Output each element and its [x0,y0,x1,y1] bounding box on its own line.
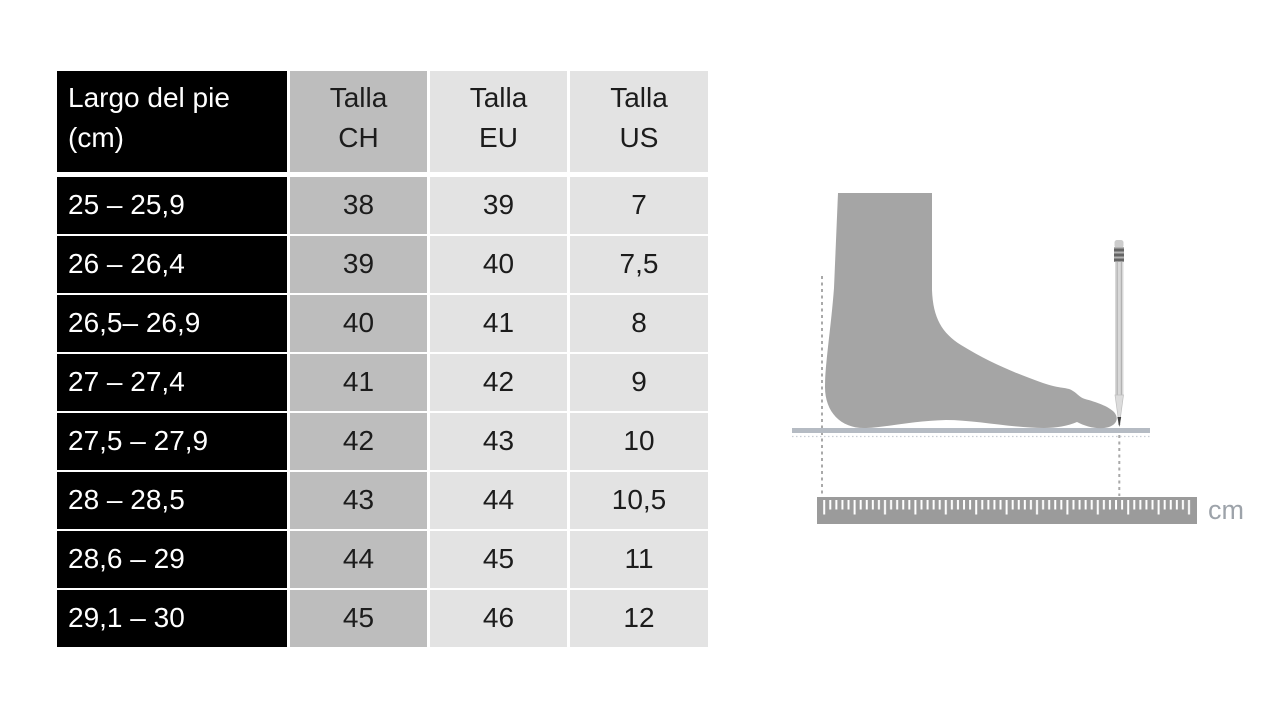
foot-length-cell: 29,1 – 30 [57,590,287,647]
size-eu-cell: 40 [430,236,567,293]
size-ch-cell: 43 [290,472,427,529]
size-ch-cell: 38 [290,177,427,234]
floor-line [792,428,1150,433]
size-eu-cell: 43 [430,413,567,470]
size-ch-cell: 45 [290,590,427,647]
foot-silhouette [825,193,1117,429]
foot-length-cell: 25 – 25,9 [57,177,287,234]
size-us-cell: 9 [570,354,708,411]
ruler-ticks [823,500,1191,516]
size-conversion-table: Largo del pie (cm) Talla CH Talla EU Tal… [57,71,708,647]
pencil-tip [1114,394,1124,427]
size-eu-cell: 39 [430,177,567,234]
size-us-cell: 10,5 [570,472,708,529]
size-ch-cell: 39 [290,236,427,293]
size-table-header-row: Largo del pie (cm) Talla CH Talla EU Tal… [57,71,708,172]
foot-length-cell: 27,5 – 27,9 [57,413,287,470]
size-us-cell: 8 [570,295,708,352]
talla-ch-header-cell: Talla CH [290,71,427,172]
size-us-cell: 12 [570,590,708,647]
foot-measurement-illustration: cm [792,193,1244,525]
size-eu-cell: 46 [430,590,567,647]
pencil-eraser [1114,240,1124,248]
size-eu-cell: 44 [430,472,567,529]
size-ch-cell: 40 [290,295,427,352]
pencil-ferrule-band [1114,248,1124,252]
size-ch-cell: 44 [290,531,427,588]
talla-eu-header-cell: Talla EU [430,71,567,172]
talla-us-header-cell: Talla US [570,71,708,172]
size-us-cell: 7 [570,177,708,234]
size-us-cell: 10 [570,413,708,470]
size-eu-cell: 41 [430,295,567,352]
pencil-body [1115,261,1124,395]
pencil [1114,240,1124,427]
foot-length-cell: 28,6 – 29 [57,531,287,588]
pencil-lead [1117,417,1122,427]
size-us-cell: 7,5 [570,236,708,293]
foot-length-cell: 26,5– 26,9 [57,295,287,352]
size-eu-cell: 42 [430,354,567,411]
size-ch-cell: 42 [290,413,427,470]
pencil-ferrule-band [1114,258,1124,262]
foot-length-cell: 28 – 28,5 [57,472,287,529]
size-ch-cell: 41 [290,354,427,411]
size-eu-cell: 45 [430,531,567,588]
foot-length-cell: 27 – 27,4 [57,354,287,411]
size-us-cell: 11 [570,531,708,588]
cm-unit-label: cm [1208,495,1244,525]
pencil-ferrule-band [1114,253,1124,257]
foot-length-header-cell: Largo del pie (cm) [57,71,287,172]
size-table-body: 25 – 25,9 38 39 7 26 – 26,4 39 40 7,5 26,5– 26,9… [57,177,708,647]
foot-length-cell: 26 – 26,4 [57,236,287,293]
